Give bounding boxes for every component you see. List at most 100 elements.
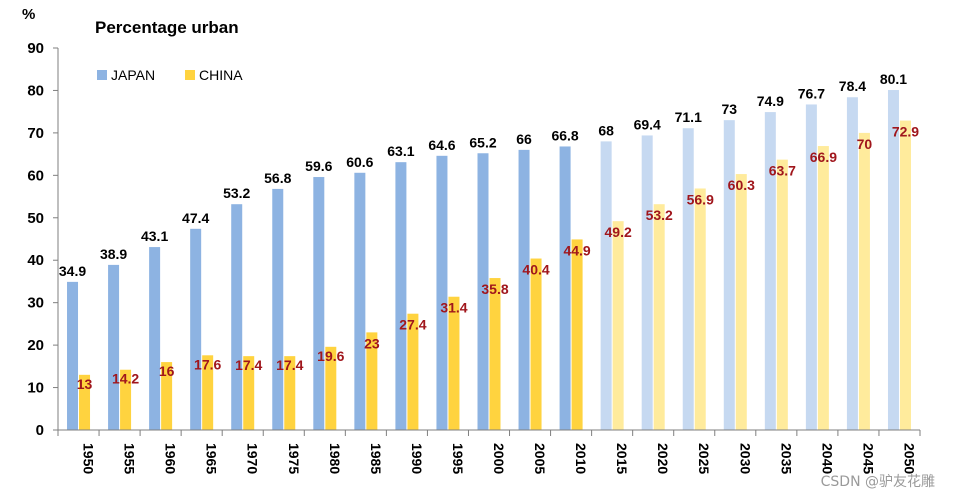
bar-japan-1965 xyxy=(190,228,202,430)
y-tick-label: 80 xyxy=(27,82,44,99)
x-tick-label: 1980 xyxy=(327,443,343,474)
bar-china-1985 xyxy=(366,332,378,430)
data-label-china: 14.2 xyxy=(112,371,139,387)
y-tick-label: 60 xyxy=(27,167,44,184)
y-tick-label: 90 xyxy=(27,40,44,57)
data-label-japan: 76.7 xyxy=(798,85,825,101)
x-tick-label: 2010 xyxy=(573,443,589,474)
data-label-japan: 80.1 xyxy=(880,71,907,87)
bar-china-2050 xyxy=(899,120,911,430)
data-label-china: 17.4 xyxy=(235,357,262,373)
bar-china-2020 xyxy=(653,204,665,430)
bar-china-1950 xyxy=(79,374,91,430)
x-tick-label: 2035 xyxy=(778,443,794,474)
bar-china-2030 xyxy=(735,174,747,430)
x-tick-label: 1985 xyxy=(368,443,384,474)
bar-japan-1970 xyxy=(231,204,243,430)
bar-china-1965 xyxy=(202,355,214,430)
x-tick-label: 2045 xyxy=(860,443,876,474)
y-tick-label: 30 xyxy=(27,295,44,312)
bar-japan-2030 xyxy=(723,120,735,431)
x-tick-label: 2015 xyxy=(614,443,630,474)
bar-japan-2015 xyxy=(600,141,612,430)
y-axis-label: % xyxy=(22,6,35,23)
bar-japan-2025 xyxy=(682,128,694,430)
bar-japan-2000 xyxy=(477,153,489,431)
data-label-china: 31.4 xyxy=(440,300,467,316)
watermark: CSDN @驴友花雕 xyxy=(821,474,935,490)
data-label-japan: 63.1 xyxy=(387,143,414,159)
bar-china-2000 xyxy=(489,278,501,430)
data-label-china: 27.4 xyxy=(399,317,426,333)
bar-japan-2050 xyxy=(887,90,899,431)
data-label-china: 53.2 xyxy=(646,207,673,223)
data-labels: 34.9 13 38.9 14.2 43.1 16 47.4 17.6 53.2 17.4 56.8… xyxy=(59,71,919,392)
bar-japan-2040 xyxy=(805,104,817,430)
y-tick-label: 70 xyxy=(27,125,44,142)
data-label-china: 66.9 xyxy=(810,149,837,165)
data-label-japan: 68 xyxy=(598,122,614,138)
data-label-china: 17.6 xyxy=(194,356,221,372)
data-label-japan: 60.6 xyxy=(346,154,373,170)
y-tick-label: 0 xyxy=(36,422,44,439)
x-tick-label: 2040 xyxy=(819,443,835,474)
legend-label-china: CHINA xyxy=(199,67,243,83)
x-tick-label: 1990 xyxy=(409,443,425,474)
x-tick-label: 2030 xyxy=(737,443,753,474)
x-tick-label: 1995 xyxy=(450,443,466,474)
bars xyxy=(67,90,911,431)
data-label-japan: 66 xyxy=(516,131,532,147)
x-tick-label: 2000 xyxy=(491,443,507,474)
data-label-japan: 47.4 xyxy=(182,210,209,226)
y-tick-label: 10 xyxy=(27,380,44,397)
x-tick-label: 1950 xyxy=(81,443,97,474)
x-tick-label: 1960 xyxy=(163,443,179,474)
bar-china-1970 xyxy=(243,356,255,430)
bar-china-1960 xyxy=(161,362,173,430)
data-label-japan: 78.4 xyxy=(839,78,866,94)
data-label-china: 35.8 xyxy=(481,281,508,297)
data-label-japan: 64.6 xyxy=(428,137,455,153)
data-label-japan: 53.2 xyxy=(223,185,250,201)
bar-japan-1995 xyxy=(436,155,448,430)
data-label-china: 56.9 xyxy=(687,191,714,207)
x-tick-label: 2025 xyxy=(696,443,712,474)
y-tick-label: 20 xyxy=(27,337,44,354)
bar-china-2010 xyxy=(571,239,583,430)
data-label-japan: 69.4 xyxy=(634,116,661,132)
bar-china-2035 xyxy=(776,159,788,430)
x-tick-label: 1970 xyxy=(245,443,261,474)
x-tick-label: 1955 xyxy=(122,443,138,474)
bar-japan-2035 xyxy=(764,112,776,430)
bar-china-1990 xyxy=(407,313,419,430)
x-tick-label: 2020 xyxy=(655,443,671,474)
x-tick-label: 2005 xyxy=(532,443,548,474)
data-label-japan: 73 xyxy=(721,101,737,117)
data-label-china: 40.4 xyxy=(522,262,549,278)
data-label-china: 72.9 xyxy=(892,124,919,140)
bar-china-2015 xyxy=(612,221,624,430)
data-label-china: 23 xyxy=(364,335,380,351)
chart-title: Percentage urban xyxy=(95,18,239,37)
bar-japan-1990 xyxy=(395,162,407,431)
data-label-china: 17.4 xyxy=(276,357,303,373)
bar-china-2040 xyxy=(817,146,829,430)
y-tick-label: 40 xyxy=(27,252,44,269)
legend-label-japan: JAPAN xyxy=(111,67,155,83)
bar-japan-2005 xyxy=(518,149,530,430)
bar-china-1995 xyxy=(448,296,460,430)
bar-japan-2045 xyxy=(846,97,858,430)
bar-japan-1960 xyxy=(149,247,161,430)
bar-china-1955 xyxy=(120,369,132,430)
data-label-china: 13 xyxy=(77,376,93,392)
x-axis: 1950 1955 1960 1965 1970 1975 1980 1985 1990 1995… xyxy=(57,429,921,474)
bar-china-1975 xyxy=(284,356,296,430)
bar-japan-2010 xyxy=(559,146,571,430)
data-label-japan: 34.9 xyxy=(59,263,86,279)
data-label-japan: 65.2 xyxy=(469,134,496,150)
bar-china-1980 xyxy=(325,346,337,430)
data-label-china: 16 xyxy=(159,363,175,379)
data-label-japan: 43.1 xyxy=(141,228,168,244)
bar-japan-1950 xyxy=(67,281,79,430)
